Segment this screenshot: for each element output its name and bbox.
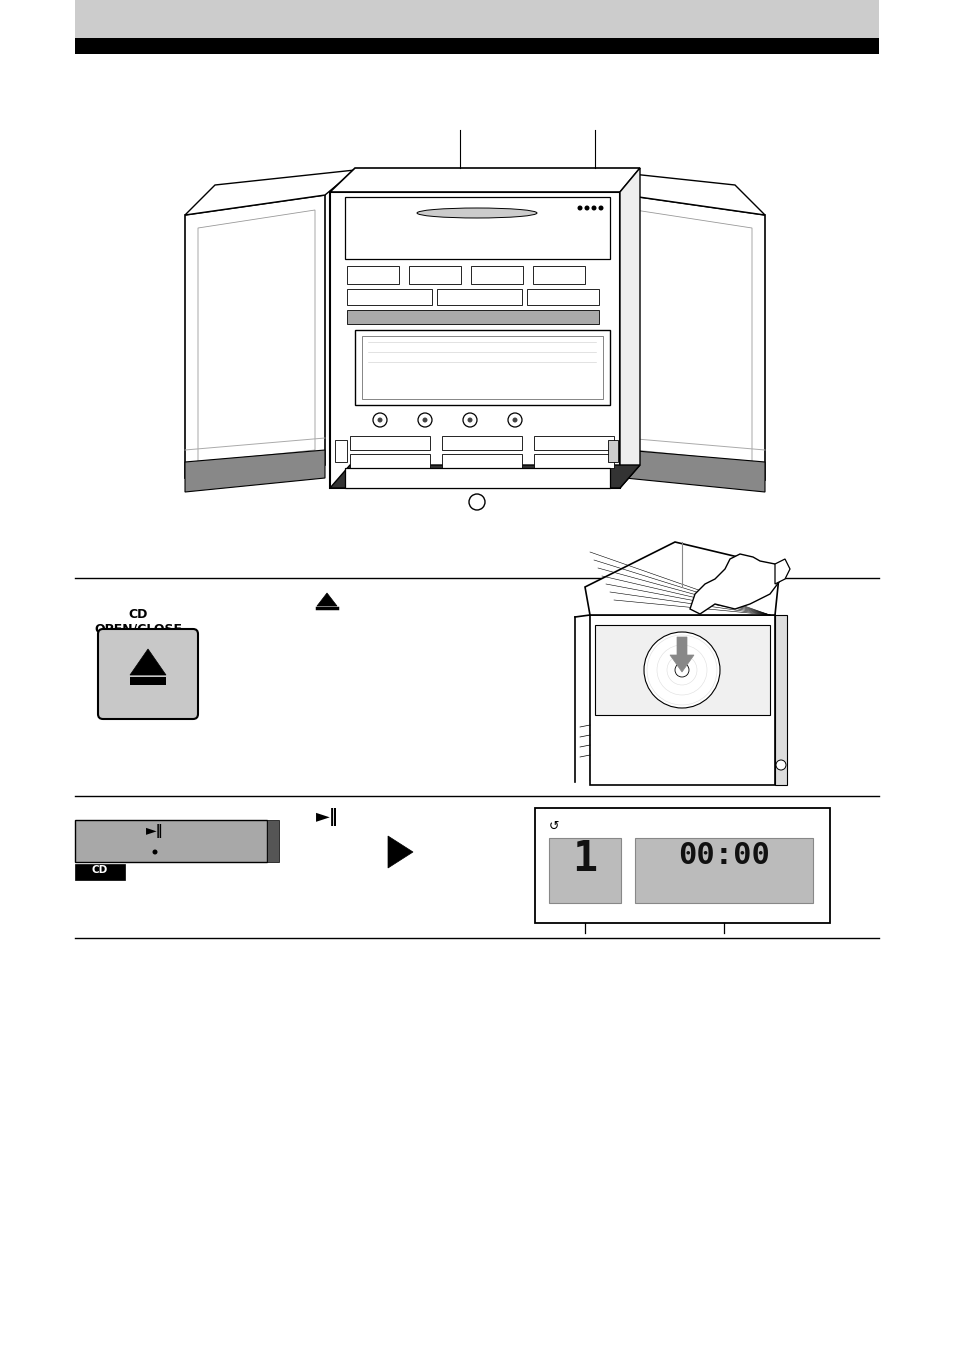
Bar: [535, 808, 829, 923]
Polygon shape: [330, 192, 619, 488]
Ellipse shape: [416, 208, 537, 218]
Bar: [589, 615, 774, 786]
Circle shape: [643, 631, 720, 708]
Bar: [548, 838, 620, 903]
Bar: [441, 454, 521, 468]
Circle shape: [152, 849, 157, 854]
Bar: [436, 289, 521, 306]
Text: CD: CD: [128, 608, 148, 621]
Bar: [361, 337, 602, 399]
Circle shape: [512, 418, 517, 422]
Bar: [347, 266, 398, 284]
Polygon shape: [635, 210, 751, 462]
Polygon shape: [669, 637, 693, 672]
Circle shape: [675, 662, 688, 677]
Text: 00:00: 00:00: [678, 841, 769, 869]
Bar: [347, 310, 598, 324]
Bar: [534, 454, 614, 468]
Circle shape: [469, 493, 484, 510]
Bar: [774, 615, 786, 786]
Bar: [345, 197, 609, 260]
Bar: [345, 468, 609, 488]
Circle shape: [462, 412, 476, 427]
Polygon shape: [388, 836, 413, 868]
Circle shape: [422, 418, 427, 422]
FancyBboxPatch shape: [98, 629, 198, 719]
Text: ►‖: ►‖: [315, 808, 338, 826]
Bar: [355, 330, 609, 406]
Polygon shape: [316, 594, 336, 606]
Text: 1: 1: [572, 838, 597, 880]
Polygon shape: [330, 465, 639, 488]
Bar: [595, 625, 769, 715]
Bar: [534, 435, 614, 450]
Bar: [526, 289, 598, 306]
Bar: [350, 435, 430, 450]
Bar: [635, 838, 812, 903]
Polygon shape: [624, 195, 764, 480]
Text: CD: CD: [91, 865, 108, 875]
Bar: [267, 821, 278, 863]
Bar: [607, 439, 618, 462]
Polygon shape: [130, 649, 166, 675]
Bar: [441, 435, 521, 450]
Polygon shape: [330, 168, 639, 192]
Polygon shape: [595, 170, 764, 215]
Polygon shape: [774, 558, 789, 584]
Polygon shape: [185, 450, 325, 492]
Circle shape: [467, 418, 472, 422]
Bar: [350, 454, 430, 468]
Circle shape: [577, 206, 582, 211]
Circle shape: [591, 206, 596, 211]
Circle shape: [507, 412, 521, 427]
Text: OPEN/CLOSE: OPEN/CLOSE: [94, 622, 182, 635]
Bar: [75, 821, 267, 863]
Bar: [347, 289, 432, 306]
Circle shape: [373, 412, 387, 427]
Bar: [409, 266, 460, 284]
Text: ↺: ↺: [548, 821, 558, 833]
Text: ►‖: ►‖: [146, 823, 164, 838]
Circle shape: [775, 760, 785, 771]
Polygon shape: [185, 195, 325, 479]
Polygon shape: [185, 170, 355, 215]
Bar: [130, 677, 166, 685]
Bar: [75, 38, 878, 54]
Bar: [75, 0, 878, 38]
Polygon shape: [624, 450, 764, 492]
Circle shape: [584, 206, 589, 211]
Polygon shape: [584, 542, 780, 615]
Circle shape: [417, 412, 432, 427]
Polygon shape: [619, 168, 639, 488]
Circle shape: [377, 418, 382, 422]
Polygon shape: [689, 554, 784, 614]
Bar: [471, 266, 522, 284]
Bar: [335, 439, 347, 462]
Bar: [75, 864, 125, 880]
Bar: [533, 266, 584, 284]
Circle shape: [598, 206, 603, 211]
Polygon shape: [198, 210, 314, 462]
